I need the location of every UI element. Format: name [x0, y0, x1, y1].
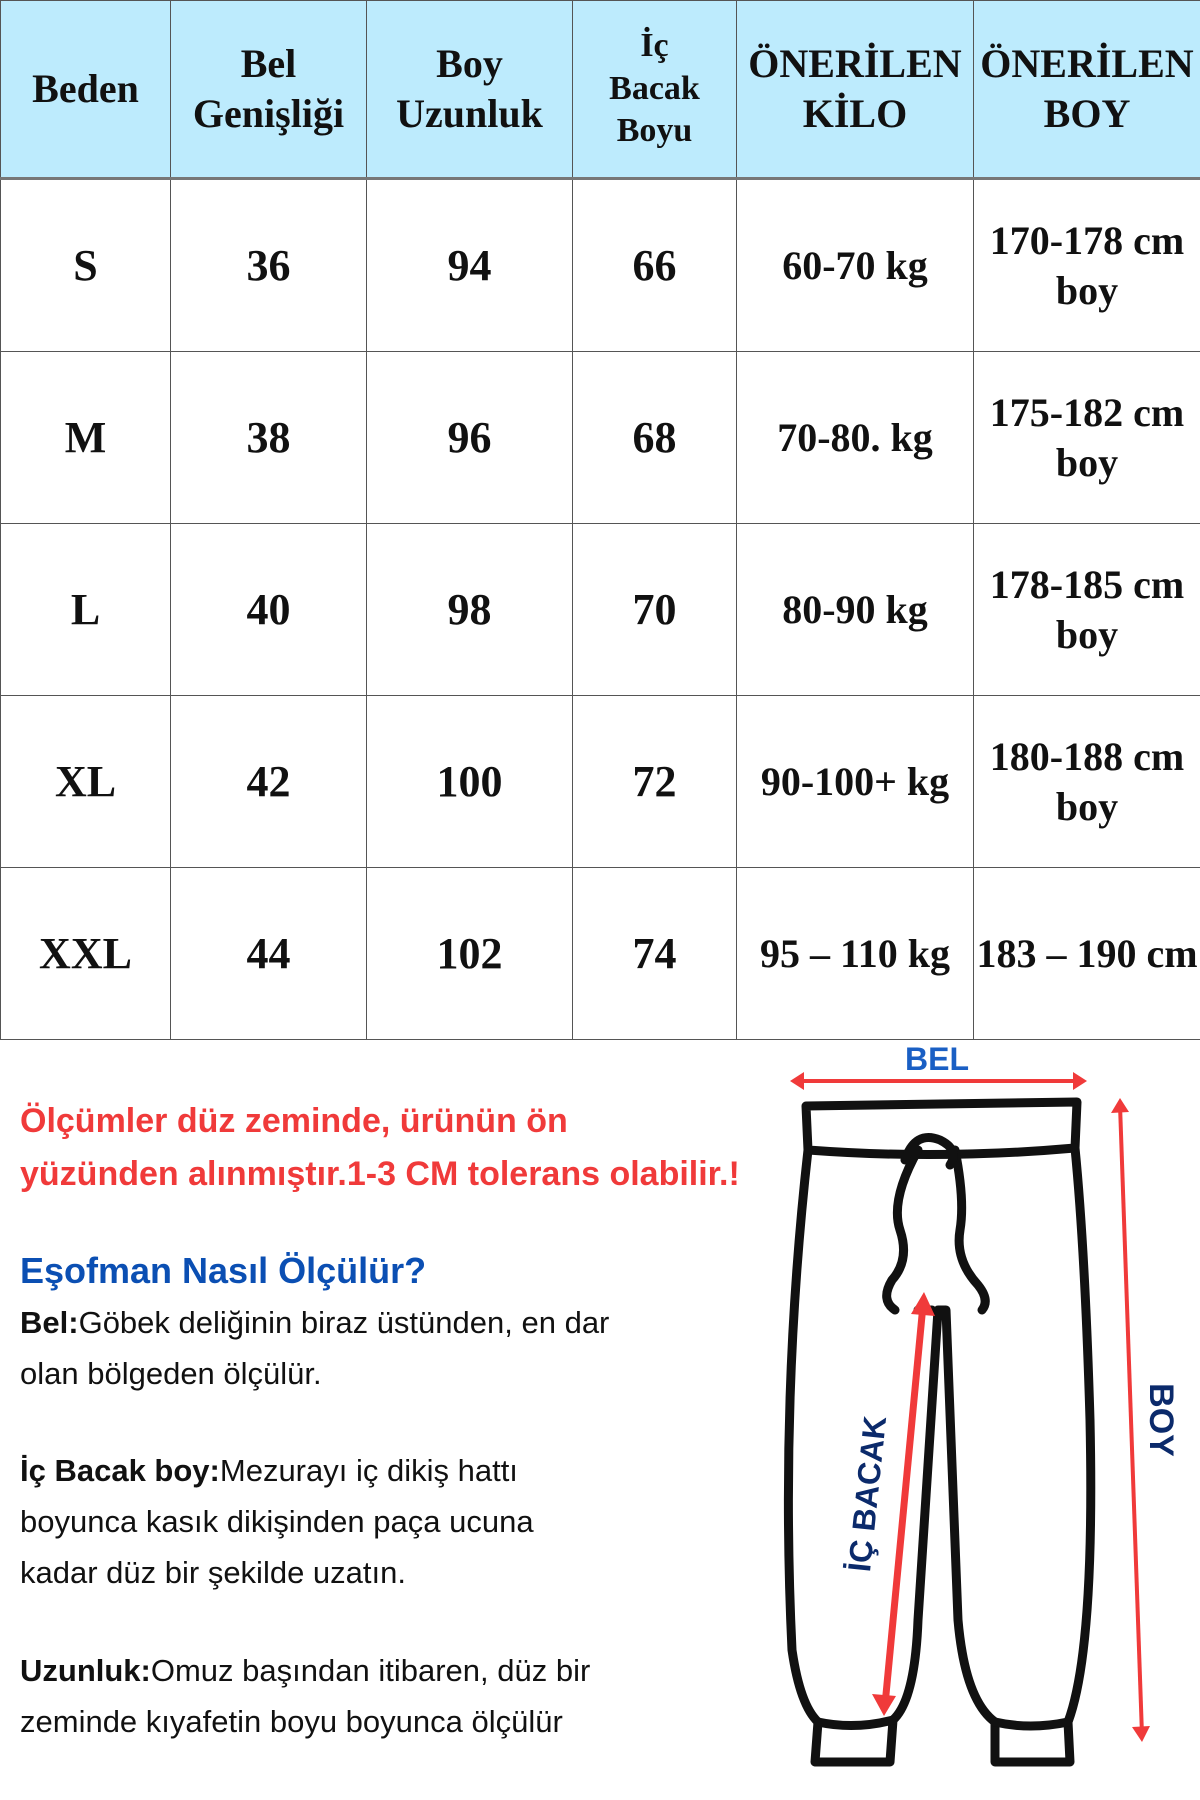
table-cell: L [0, 523, 171, 696]
measurement-arrows [790, 1072, 1150, 1742]
table-cell: 170-178 cm boy [973, 178, 1200, 352]
uzunluk-text: Omuz başından itibaren, düz bir [150, 1653, 591, 1688]
column-header: İç Bacak Boyu [572, 0, 737, 180]
header-line: Genişliği [192, 91, 345, 136]
bel-text: Göbek deliğinin biraz üstünden, en dar [78, 1305, 610, 1340]
table-cell: 98 [366, 523, 573, 696]
header-line: Uzunluk [396, 91, 543, 136]
header-line: İç [640, 27, 669, 65]
header-line: BOY [1043, 91, 1131, 136]
table-cell: 44 [170, 867, 367, 1040]
uzunluk-text: zeminde kıyafetin boyu boyunca ölçülür [20, 1704, 563, 1739]
table-cell: 180-188 cm boy [973, 695, 1200, 868]
header-line: Boy [436, 41, 503, 86]
column-header: ÖNERİLEN BOY [973, 0, 1200, 180]
table-cell: 183 – 190 cm [973, 867, 1200, 1040]
column-header: Boy Uzunluk [366, 0, 573, 180]
boy-arrow-icon [1118, 1104, 1144, 1736]
guide-ic-bacak: İç Bacak boy:Mezurayı iç dikiş hattı boy… [20, 1445, 534, 1598]
table-cell: 74 [572, 867, 737, 1040]
table-cell: 42 [170, 695, 367, 868]
table-cell: 175-182 cm boy [973, 351, 1200, 524]
column-header: Bel Genişliği [170, 0, 367, 180]
table-cell: 95 – 110 kg [736, 867, 974, 1040]
table-header-row: Beden Bel Genişliği Boy Uzunluk İç Bacak Boyu ÖN… [0, 0, 1200, 180]
table-cell: 178-185 cm boy [973, 523, 1200, 696]
ic-bacak-arrow-icon [881, 1304, 927, 1706]
size-chart-table: Beden Bel Genişliği Boy Uzunluk İç Bacak Boyu ÖN… [0, 0, 1200, 1040]
notice-line: yüzünden alınmıştır.1-3 CM tolerans olab… [20, 1155, 740, 1193]
bel-label: BEL [905, 1041, 969, 1077]
table-cell: 70-80. kg [736, 351, 974, 524]
header-line: KİLO [802, 91, 908, 136]
table-cell: XL [0, 695, 171, 868]
table-cell: 38 [170, 351, 367, 524]
table-cell: 80-90 kg [736, 523, 974, 696]
table-cell: 100 [366, 695, 573, 868]
ic-bacak-text: boyunca kasık dikişinden paça ucuna [20, 1504, 534, 1539]
notice-line: Ölçümler düz zeminde, ürünün ön [20, 1102, 568, 1140]
uzunluk-label: Uzunluk: [20, 1653, 151, 1688]
table-cell: 68 [572, 351, 737, 524]
pants-outline-icon [783, 1097, 1096, 1767]
table-row: XXL 44 102 74 95 – 110 kg 183 – 190 cm [0, 867, 1200, 1040]
guide-uzunluk: Uzunluk:Omuz başından itibaren, düz bir … [20, 1645, 590, 1747]
guide-title: Eşofman Nasıl Ölçülür? [20, 1250, 427, 1291]
table-cell: 66 [572, 178, 737, 352]
table-row: L 40 98 70 80-90 kg 178-185 cm boy [0, 523, 1200, 696]
header-line: Bel [240, 41, 297, 86]
table-cell: 36 [170, 178, 367, 352]
ic-bacak-text: Mezurayı iç dikiş hattı [219, 1453, 518, 1488]
table-cell: 72 [572, 695, 737, 868]
table-cell: 60-70 kg [736, 178, 974, 352]
table-cell: 70 [572, 523, 737, 696]
header-line: Beden [32, 66, 139, 111]
guide-bel: Bel:Göbek deliğinin biraz üstünden, en d… [20, 1297, 609, 1399]
bel-label: Bel: [20, 1305, 79, 1340]
table-cell: XXL [0, 867, 171, 1040]
table-cell: 102 [366, 867, 573, 1040]
column-header: Beden [0, 0, 171, 180]
table-cell: S [0, 178, 171, 352]
tolerance-notice: Ölçümler düz zeminde, ürünün ön yüzünden… [20, 1095, 740, 1201]
header-line: ÖNERİLEN [980, 41, 1194, 86]
ic-bacak-text: kadar düz bir şekilde uzatın. [20, 1555, 406, 1590]
table-cell: 94 [366, 178, 573, 352]
boy-label: BOY [1142, 1383, 1180, 1457]
table-row: S 36 94 66 60-70 kg 170-178 cm boy [0, 178, 1200, 352]
bel-text: olan bölgeden ölçülür. [20, 1356, 322, 1391]
table-row: XL 42 100 72 90-100+ kg 180-188 cm boy [0, 695, 1200, 868]
header-line: ÖNERİLEN [748, 41, 962, 86]
ic-bacak-label: İÇ BACAK [841, 1414, 893, 1573]
table-row: M 38 96 68 70-80. kg 175-182 cm boy [0, 351, 1200, 524]
header-line: Boyu [616, 112, 693, 150]
header-line: Bacak [609, 69, 700, 107]
table-cell: 40 [170, 523, 367, 696]
ic-bacak-label: İç Bacak boy: [20, 1453, 220, 1488]
column-header: ÖNERİLEN KİLO [736, 0, 974, 180]
table-cell: M [0, 351, 171, 524]
